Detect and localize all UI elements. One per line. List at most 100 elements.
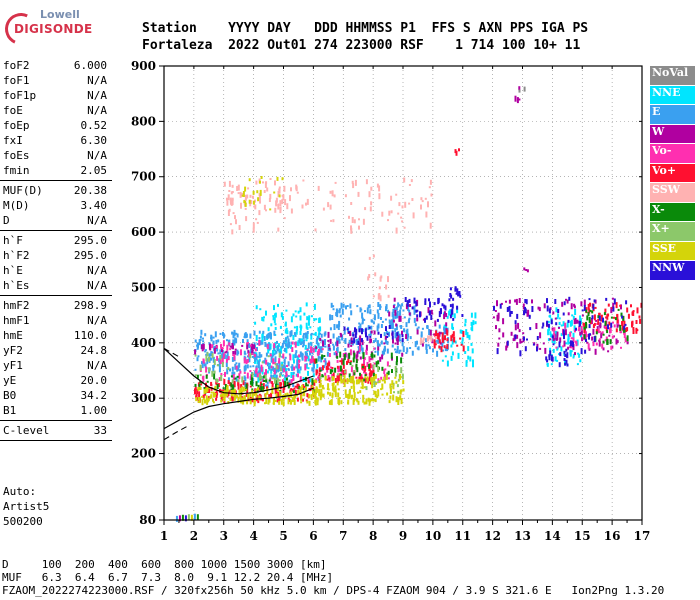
echo-point-ssw: [232, 212, 235, 215]
echo-point-nne: [308, 315, 311, 321]
echo-point-x-: [606, 338, 609, 345]
echo-point-vo-: [613, 324, 616, 328]
echo-point-sse: [237, 396, 240, 403]
echo-point-e: [231, 356, 234, 362]
echo-point-ssw: [408, 184, 411, 186]
echo-point-x-: [199, 381, 202, 384]
echo-point-sse: [242, 396, 245, 401]
echo-point-e: [310, 342, 313, 347]
echo-point-e: [197, 342, 199, 349]
echo-point-vo-: [221, 347, 224, 350]
echo-point-vo-: [605, 327, 608, 332]
echo-point-e: [264, 341, 267, 347]
param-value: 34.2: [80, 389, 108, 402]
echo-point-x-: [602, 340, 605, 344]
echo-point-sse: [267, 402, 270, 405]
param-row-fof1: foF1 N/A: [0, 73, 112, 88]
echo-point-e: [234, 340, 237, 344]
echo-point-vo-: [446, 329, 449, 336]
echo-point-e: [215, 339, 218, 344]
echo-point-nnw: [572, 342, 574, 347]
echo-point-nnw: [450, 294, 453, 299]
echo-point-vo-: [306, 393, 309, 398]
echo-point-w: [445, 313, 448, 317]
echo-point-e: [425, 338, 428, 343]
echo-point-x-: [260, 386, 263, 392]
echo-point-ssw: [429, 179, 432, 185]
echo-point-e: [233, 329, 236, 336]
echo-point-e: [277, 367, 280, 373]
param-label: MUF(D): [3, 184, 43, 197]
echo-point-vo-: [574, 340, 577, 344]
echo-point-e: [246, 364, 249, 369]
echo-point-sse: [296, 394, 299, 397]
echo-point-x-: [298, 386, 301, 390]
echo-point-nnw: [578, 320, 581, 327]
echo-point-e: [384, 318, 387, 321]
echo-point-e: [339, 314, 342, 318]
echo-point-nne: [555, 307, 558, 313]
echo-point-sse: [372, 398, 375, 402]
echo-point-vo-: [359, 373, 362, 379]
echo-point-vo-: [594, 306, 597, 309]
echo-point-e: [425, 348, 428, 354]
echo-point-x-: [275, 380, 278, 386]
echo-point-ssw: [350, 227, 353, 234]
echo-point-e: [237, 366, 240, 371]
echo-point-vo-: [454, 149, 457, 154]
echo-point-nnw: [396, 332, 399, 337]
echo-point-vo-: [247, 352, 250, 357]
param-row-foe: foE N/A: [0, 103, 112, 118]
echo-point-ssw: [395, 193, 398, 196]
echo-point-nnw: [531, 306, 534, 312]
echo-point-vo-: [270, 392, 273, 398]
echo-point-e: [393, 303, 396, 306]
echo-point-vo-: [249, 370, 252, 373]
echo-point-e: [436, 350, 439, 357]
echo-point-ssw: [362, 218, 365, 225]
footer-info: D 100 200 400 600 800 1000 1500 3000 [km…: [2, 558, 664, 597]
param-row-b0: B0 34.2: [0, 388, 112, 403]
echo-point-vo-: [368, 376, 371, 382]
echo-point-e: [236, 368, 239, 372]
echo-point-x-: [245, 383, 248, 390]
echo-point-nne: [281, 374, 284, 377]
echo-point-nne: [317, 333, 320, 340]
echo-point-vo-: [326, 367, 329, 373]
param-divider: [0, 180, 112, 181]
echo-point-sse: [343, 374, 346, 381]
echo-point-e: [331, 315, 334, 320]
echo-point-x-: [215, 379, 218, 383]
echo-point-e: [332, 308, 335, 311]
echo-point-vo-: [456, 344, 459, 347]
echo-point-vo-: [347, 360, 350, 364]
echo-point-vo-: [240, 384, 243, 389]
echo-point-x-: [589, 309, 592, 312]
echo-point-e: [231, 371, 234, 375]
echo-point-w: [395, 323, 398, 327]
echo-point-e: [338, 308, 341, 311]
echo-point-x-: [278, 352, 281, 358]
echo-point-nne: [550, 333, 553, 338]
echo-point-sse: [310, 395, 313, 401]
echo-point-nnw: [493, 305, 495, 311]
echo-point-nnw: [593, 336, 596, 343]
echo-point-e: [348, 317, 351, 321]
echo-point-e: [303, 339, 306, 342]
echo-point-e: [290, 330, 293, 336]
param-value: 298.9: [73, 299, 107, 312]
echo-point-vo-: [306, 348, 309, 351]
echo-point-e: [268, 332, 270, 338]
echo-point-sse: [253, 392, 256, 396]
echo-point-ssw: [376, 183, 379, 188]
echo-point-w: [194, 349, 197, 355]
param-row-clevel: C-level 33: [0, 423, 112, 438]
echo-point-e: [257, 371, 259, 374]
echo-point-ssw: [290, 208, 293, 214]
echo-point-w: [327, 339, 330, 342]
echo-point-nnw: [357, 340, 360, 345]
echo-point-e: [294, 334, 297, 337]
echo-point-x-: [349, 362, 352, 366]
echo-point-nne: [298, 369, 301, 374]
echo-point-ssw: [289, 195, 291, 202]
